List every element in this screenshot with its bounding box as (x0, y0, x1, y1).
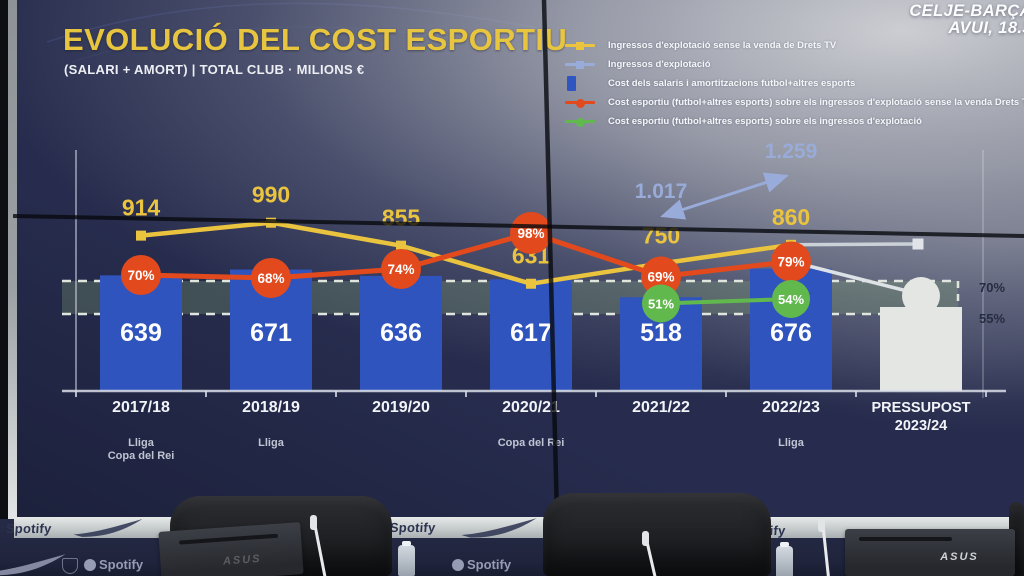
wall-left-frame (0, 0, 8, 527)
desk-front-strip (14, 517, 1024, 538)
nike-swoosh-icon (0, 554, 67, 576)
nike-swoosh-icon (636, 565, 694, 576)
monitor-brand-logo: ASUS (222, 552, 262, 568)
monitor-vent-slot (178, 533, 279, 545)
chart-legend: Ingressos d'explotació sense la venda de… (565, 36, 1024, 131)
legend-row: Cost esportiu (futbol+altres esports) so… (565, 93, 1024, 112)
legend-label: Ingressos d'explotació (608, 59, 711, 70)
blue-bar-legend-marker-icon (565, 75, 598, 91)
wall-left-edge (8, 0, 17, 521)
slide-title: EVOLUCIÓ DEL COST ESPORTIU (63, 22, 568, 57)
water-bottle (776, 542, 793, 576)
red-line-circle-legend-marker-icon (565, 96, 598, 110)
sponsor-wordmark: Spotify (739, 523, 786, 538)
nike-swoosh-icon (320, 561, 378, 576)
slide-subtitle: (SALARI + AMORT) | TOTAL CLUB · MILIONS … (64, 62, 365, 77)
monitor-left: ASUS (158, 522, 304, 576)
spotify-wordmark: Spotify (5, 521, 52, 536)
spotify-icon (452, 558, 464, 571)
sponsor-backdrop-wall (0, 519, 1024, 576)
lavender-line-square-legend-marker-icon (565, 58, 598, 72)
nike-swoosh-icon (985, 521, 1024, 541)
legend-label: Cost esportiu (futbol+altres esports) so… (608, 97, 1024, 108)
spotify-wordmark: Spotify (389, 520, 436, 535)
legend-row: Ingressos d'explotació sense la venda de… (565, 36, 1024, 55)
spotify-wordmark: Spotify (896, 561, 955, 576)
sponsor-wordmark: Spotify (5, 521, 52, 536)
legend-row: Cost dels salaris i amortitzacions futbo… (565, 74, 1024, 93)
broadcast-time-line: AVUI, 18.3 (948, 19, 1024, 38)
spotify-wordmark: Spotify (84, 557, 143, 572)
nike-swoosh-icon (460, 518, 538, 544)
spotify-icon (84, 558, 96, 571)
spotify-icon (896, 562, 908, 575)
barca-crest-icon (62, 558, 78, 574)
sponsor-wordmark: Spotify (99, 557, 144, 572)
sponsor-wordmark: Spotify (911, 561, 956, 576)
monitor-right: ASUS (845, 529, 1015, 576)
sponsor-wordmark: Spotify (467, 557, 512, 572)
monitor-vent-slot (858, 537, 953, 541)
legend-row: Ingressos d'explotació (565, 55, 1024, 74)
broadcast-match-line: CELJE-BARÇA (909, 2, 1024, 20)
yellow-line-square-legend-marker-icon (565, 39, 598, 53)
legend-label: Ingressos d'explotació sense la venda de… (608, 40, 837, 51)
sponsor-wordmark: Spotify (389, 520, 436, 535)
green-line-circle-legend-marker-icon (565, 115, 598, 129)
legend-row: Cost esportiu (futbol+altres esports) so… (565, 112, 1024, 131)
legend-label: Cost esportiu (futbol+altres esports) so… (608, 116, 922, 127)
nike-swoosh-icon (72, 519, 144, 543)
monitor-brand-logo: ASUS (940, 551, 979, 563)
spotify-wordmark: Spotify (452, 557, 511, 572)
broadcast-overlay: CELJE-BARÇA AVUI, 18.3 (909, 2, 1024, 38)
water-bottle (398, 541, 415, 576)
spotify-wordmark: Spotify (739, 523, 786, 538)
legend-label: Cost dels salaris i amortitzacions futbo… (608, 78, 856, 89)
